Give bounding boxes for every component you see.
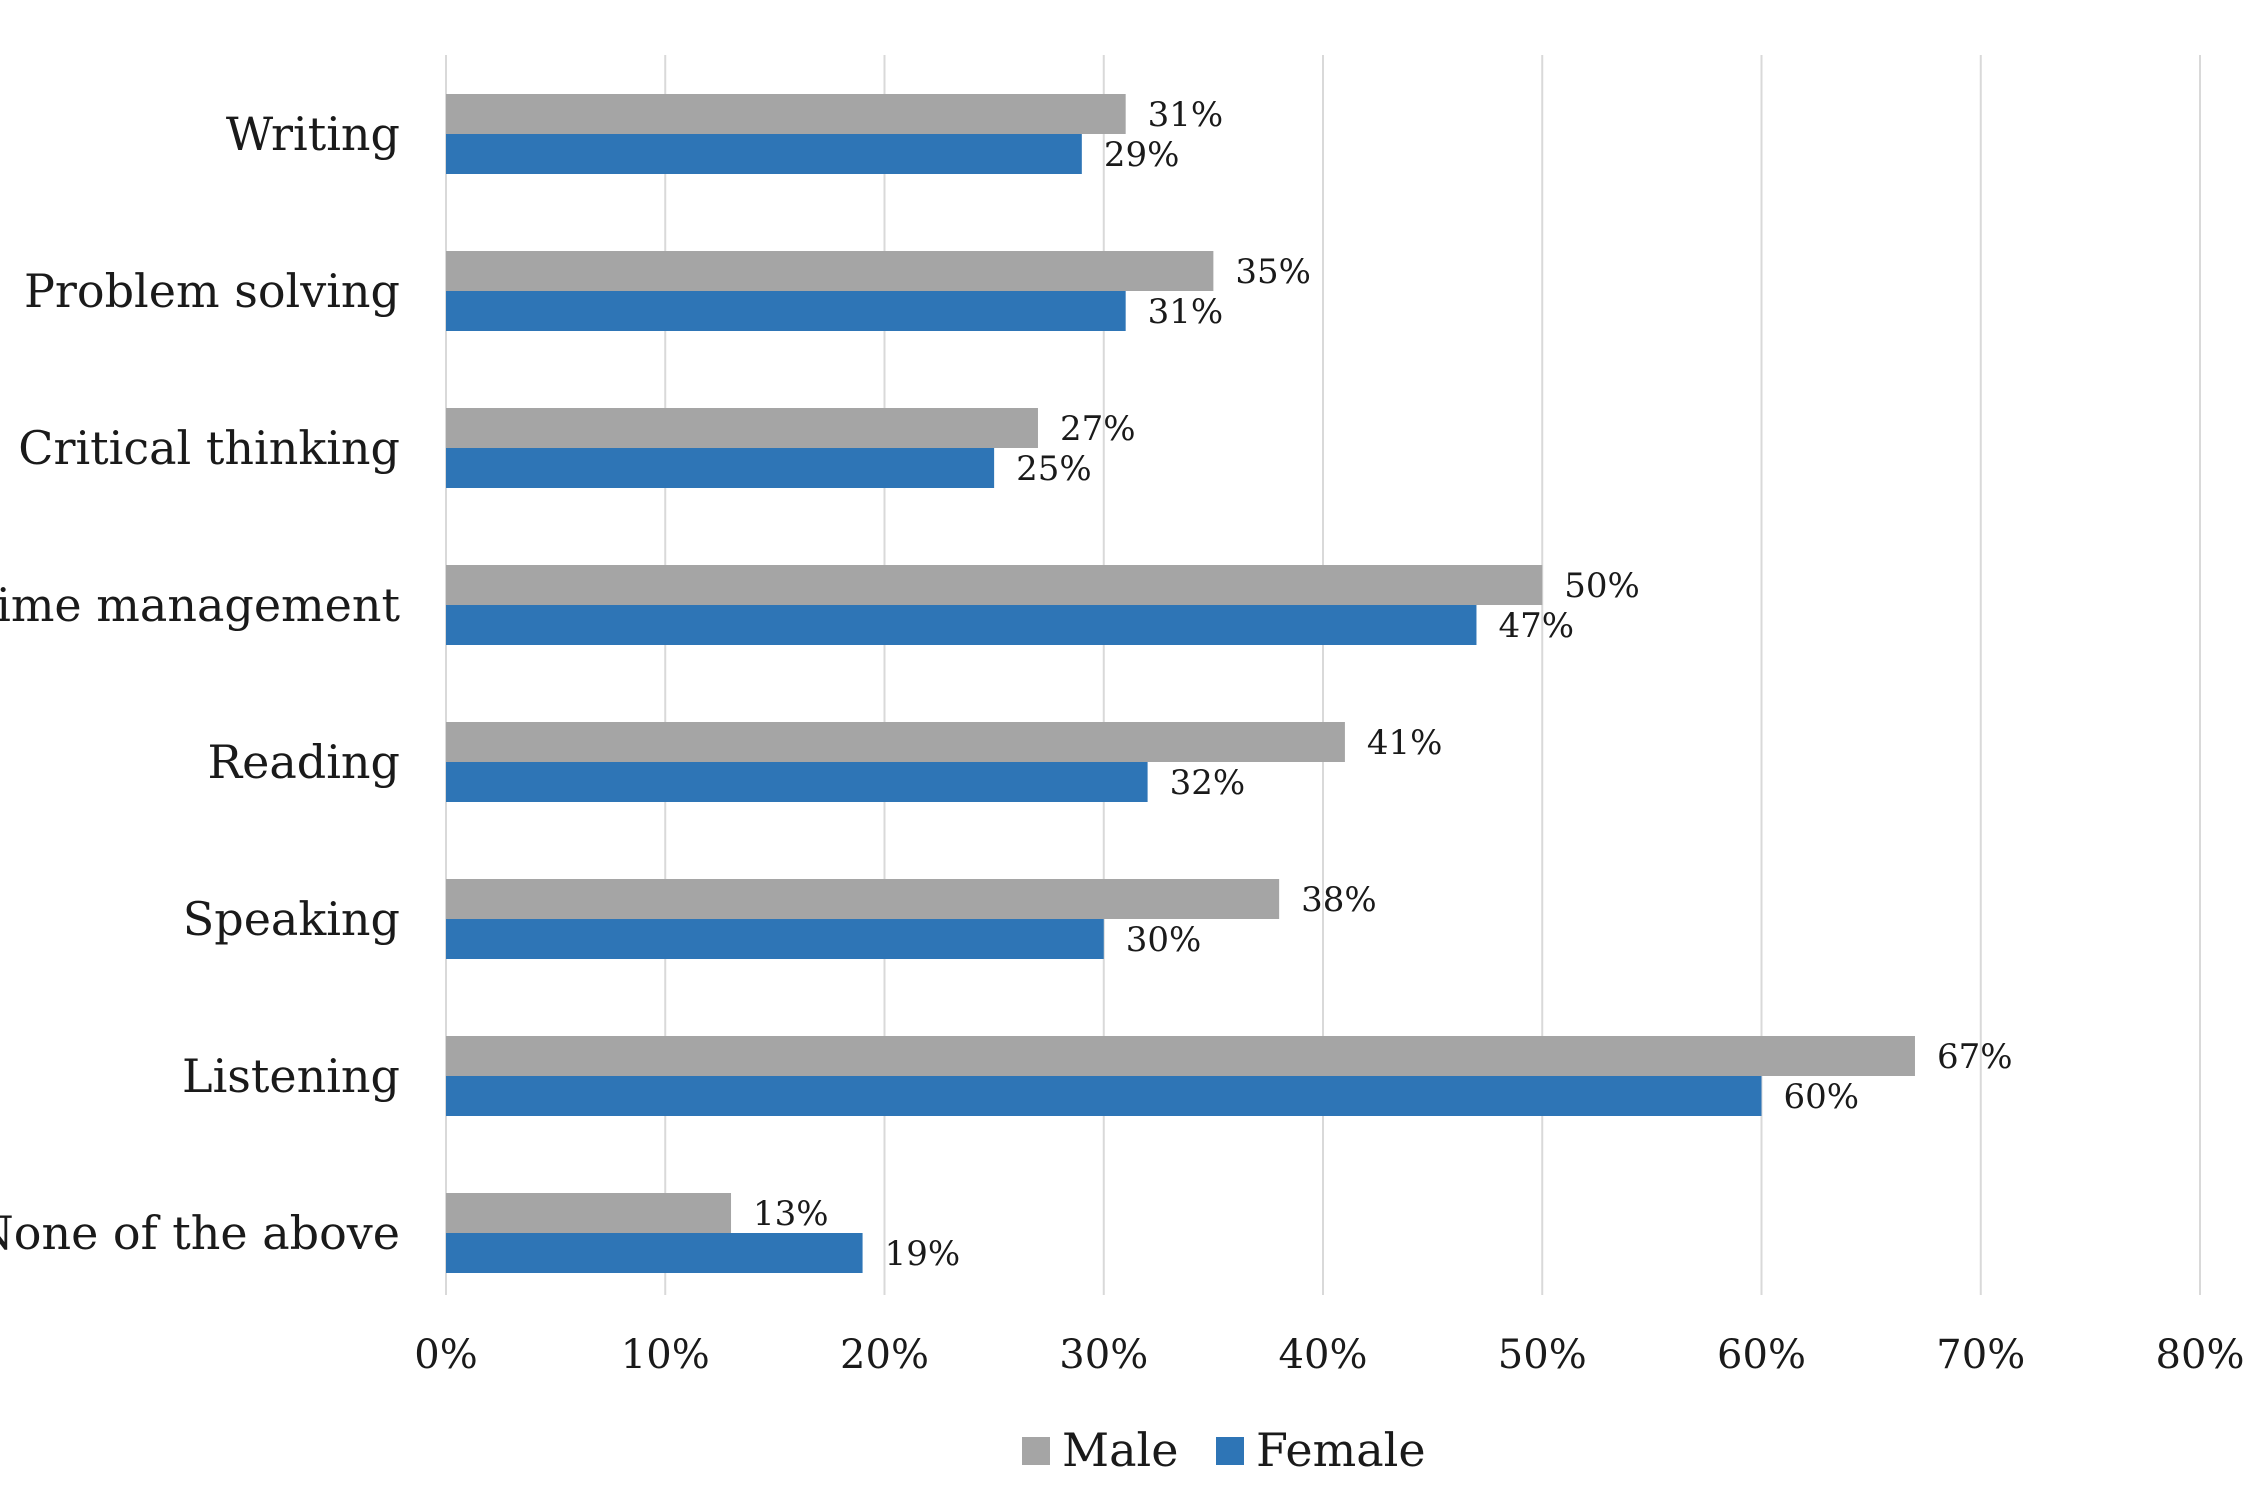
bar-female bbox=[446, 134, 1082, 174]
data-label-female: 47% bbox=[1498, 606, 1574, 646]
bar-male bbox=[446, 94, 1126, 134]
bar-male bbox=[446, 879, 1280, 919]
x-tick-label: 50% bbox=[1498, 1332, 1587, 1378]
bar-female bbox=[446, 1233, 863, 1273]
bars bbox=[446, 94, 1915, 1273]
category-label: Listening bbox=[182, 1049, 400, 1103]
legend-swatch-male bbox=[1022, 1437, 1050, 1465]
data-label-male: 41% bbox=[1367, 723, 1443, 763]
category-axis: Writing Problem solving Critical thinking T… bbox=[0, 107, 401, 1260]
x-tick-label: 0% bbox=[414, 1332, 477, 1378]
category-label: Writing bbox=[226, 107, 400, 161]
data-label-female: 25% bbox=[1016, 449, 1092, 489]
bar-female bbox=[446, 919, 1104, 959]
bar-male bbox=[446, 565, 1543, 605]
data-label-male: 67% bbox=[1937, 1037, 2013, 1077]
category-label: None of the above bbox=[0, 1206, 400, 1260]
data-label-male: 13% bbox=[753, 1194, 829, 1234]
bar-male bbox=[446, 1193, 732, 1233]
x-tick-label: 10% bbox=[621, 1332, 710, 1378]
x-tick-label: 20% bbox=[840, 1332, 929, 1378]
bar-female bbox=[446, 1076, 1762, 1116]
x-tick-label: 70% bbox=[1936, 1332, 2025, 1378]
bar-female bbox=[446, 448, 995, 488]
data-label-female: 31% bbox=[1148, 292, 1224, 332]
value-axis: 0% 10% 20% 30% 40% 50% 60% 70% 80% bbox=[414, 1332, 2244, 1378]
x-tick-label: 80% bbox=[2156, 1332, 2245, 1378]
bar-female bbox=[446, 605, 1477, 645]
bar-female bbox=[446, 762, 1148, 802]
data-label-male: 35% bbox=[1235, 252, 1311, 292]
x-tick-label: 60% bbox=[1717, 1332, 1806, 1378]
category-label: Time management bbox=[0, 578, 401, 632]
data-label-female: 60% bbox=[1784, 1077, 1860, 1117]
x-tick-label: 40% bbox=[1279, 1332, 1368, 1378]
data-label-male: 38% bbox=[1301, 880, 1377, 920]
bar-male bbox=[446, 251, 1214, 291]
legend-label-male: Male bbox=[1062, 1423, 1178, 1477]
bar-male bbox=[446, 408, 1038, 448]
bar-male bbox=[446, 722, 1345, 762]
data-label-female: 29% bbox=[1104, 135, 1180, 175]
legend-swatch-female bbox=[1216, 1437, 1244, 1465]
data-label-male: 50% bbox=[1564, 566, 1640, 606]
data-label-male: 31% bbox=[1148, 95, 1224, 135]
data-label-female: 32% bbox=[1170, 763, 1246, 803]
bar-female bbox=[446, 291, 1126, 331]
category-label: Reading bbox=[207, 735, 400, 789]
legend: Male Female bbox=[1022, 1423, 1426, 1477]
category-label: Speaking bbox=[183, 892, 400, 946]
data-label-female: 30% bbox=[1126, 920, 1202, 960]
legend-label-female: Female bbox=[1256, 1423, 1426, 1477]
data-label-male: 27% bbox=[1060, 409, 1136, 449]
category-label: Problem solving bbox=[24, 264, 400, 318]
bar-male bbox=[446, 1036, 1915, 1076]
data-label-female: 19% bbox=[885, 1234, 961, 1274]
data-labels: 31%29%35%31%27%25%50%47%41%32%38%30%67%6… bbox=[753, 95, 2013, 1274]
x-tick-label: 30% bbox=[1059, 1332, 1148, 1378]
category-label: Critical thinking bbox=[18, 421, 400, 475]
